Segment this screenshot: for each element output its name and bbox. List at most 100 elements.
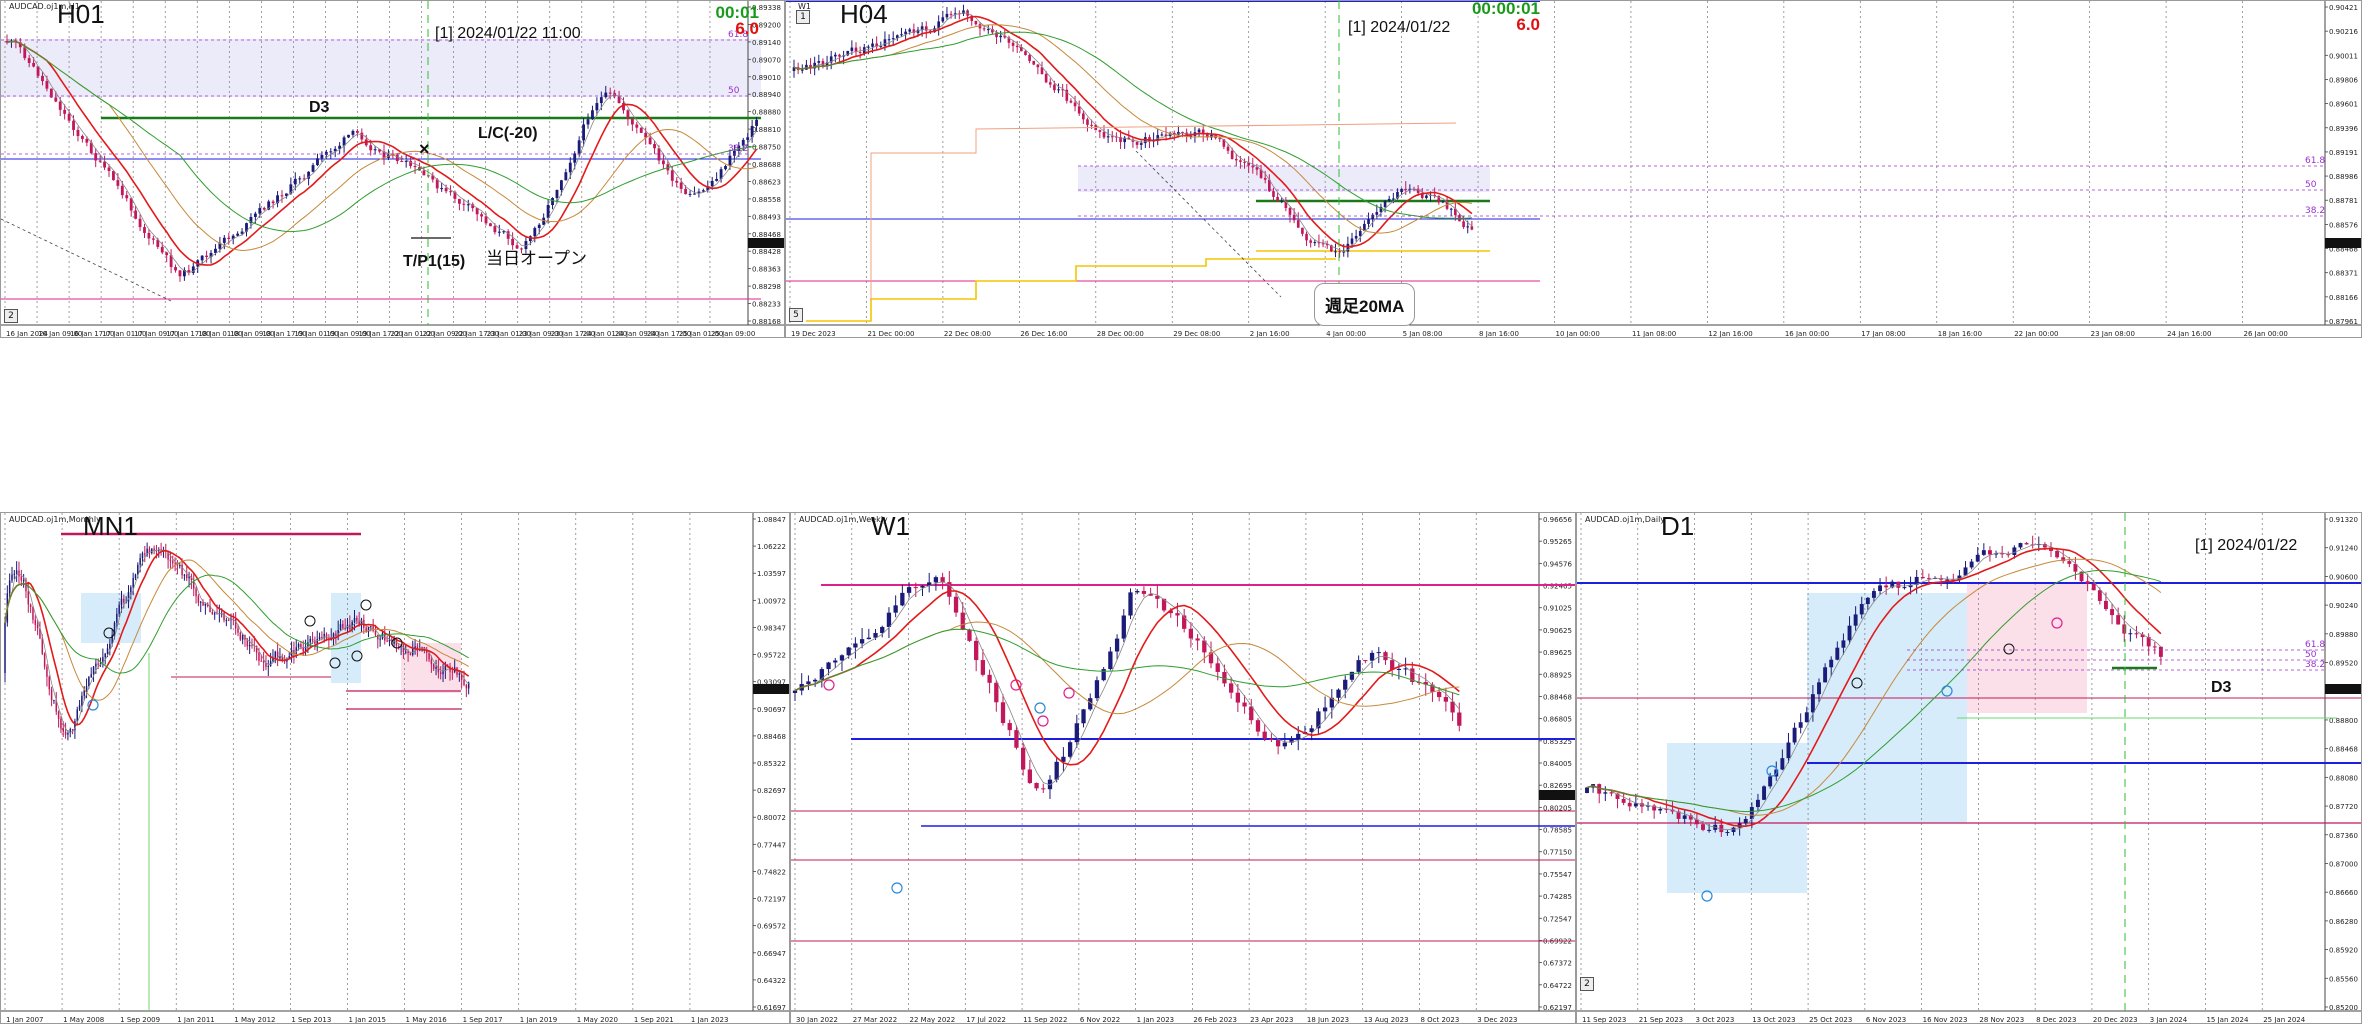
h04-candle-108 xyxy=(1239,160,1242,162)
h01-candle-64 xyxy=(289,184,293,194)
h01-candle-44 xyxy=(200,255,204,261)
h01-open-label: 当日オープン xyxy=(486,249,587,268)
h04-tf-tab-1[interactable]: 1 xyxy=(796,10,810,24)
w1-time-tick-1: 27 Mar 2022 xyxy=(853,1016,897,1024)
d1-plot[interactable]: 11 Sep 2023 21 Sep 2023 3 Oct 2023 13 Oct 2… xyxy=(1577,513,2362,1024)
d1-candle-19 xyxy=(1701,824,1705,830)
mn1-swing-marker-0 xyxy=(103,627,115,639)
mn1-candle-60 xyxy=(144,553,146,555)
d1-candle-54 xyxy=(1914,576,1919,585)
h01-current-price-marker xyxy=(748,238,784,248)
d1-zone-1 xyxy=(1807,593,1967,823)
d1-candle-4 xyxy=(1609,792,1614,794)
h04-candle-51 xyxy=(1003,35,1007,38)
h01-candle-29 xyxy=(134,210,138,219)
w1-time-tick-3: 17 Jul 2022 xyxy=(966,1016,1006,1024)
mn1-plot[interactable]: 1 Jan 2007 1 May 2008 1 Sep 2009 1 Jan 2011… xyxy=(1,513,790,1024)
mn1-candle-199 xyxy=(467,682,470,689)
w1-candle-25 xyxy=(960,612,965,630)
h04-tab-5[interactable]: 5 xyxy=(789,308,803,322)
chart-mn1[interactable]: 1 Jan 2007 1 May 2008 1 Sep 2009 1 Jan 2011… xyxy=(0,512,790,1024)
mn1-candle-58 xyxy=(139,558,141,565)
w1-time-tick-0: 30 Jan 2022 xyxy=(796,1016,838,1024)
chart-h04[interactable]: 19 Dec 2023 21 Dec 00:00 22 Dec 08:00 26 De… xyxy=(785,0,2362,338)
h01-tab-2[interactable]: 2 xyxy=(4,309,18,323)
mn1-candle-41 xyxy=(99,662,102,665)
h01-d3-label: D3 xyxy=(309,99,330,116)
h01-candle-124 xyxy=(555,190,559,199)
h04-candle-103 xyxy=(1218,138,1222,140)
h04-candle-10 xyxy=(834,54,837,57)
w1-candle-87 xyxy=(1376,652,1381,654)
h04-candle-32 xyxy=(924,26,928,31)
mn1-candle-47 xyxy=(113,622,116,635)
h04-candle-84 xyxy=(1139,143,1143,145)
w1-candle-23 xyxy=(947,582,952,597)
h01-candle-166 xyxy=(741,139,745,146)
h01-ma-mid xyxy=(6,40,757,252)
chart-d1[interactable]: 11 Sep 2023 21 Sep 2023 3 Oct 2023 13 Oct 2… xyxy=(1576,512,2362,1024)
h04-candle-127 xyxy=(1317,242,1321,244)
mn1-symbol: AUDCAD.oj1m,Monthly xyxy=(9,515,101,524)
d1-time-tick-1: 21 Sep 2023 xyxy=(1639,1016,1683,1024)
d1-candle-13 xyxy=(1664,808,1669,810)
h04-candle-163 xyxy=(1466,226,1470,228)
h01-candle-51 xyxy=(231,235,235,239)
h01-lc-label: L/C(-20) xyxy=(478,125,538,142)
w1-candle-53 xyxy=(1148,593,1153,596)
h04-weekly-ma-callout: 週足20MA xyxy=(1314,283,1416,326)
h01-time-tick-11: 19 Jan 17:00 xyxy=(358,330,402,338)
d1-swing-marker-1 xyxy=(2003,643,2015,655)
d1-tab-2[interactable]: 2 xyxy=(1580,977,1594,991)
d1-candle-45 xyxy=(1859,604,1864,615)
h01-candle-96 xyxy=(431,175,435,180)
h04-candle-145 xyxy=(1392,198,1395,200)
d1-ma-short xyxy=(1586,543,2162,831)
h04-candle-56 xyxy=(1024,51,1027,56)
mn1-candle-187 xyxy=(439,672,442,675)
h04-candle-152 xyxy=(1420,192,1424,198)
h01-candle-134 xyxy=(599,97,603,104)
h04-candle-147 xyxy=(1400,188,1403,193)
h04-symbol: W1 xyxy=(798,2,811,11)
h04-candle-57 xyxy=(1028,55,1031,61)
mn1-candle-59 xyxy=(141,553,144,559)
h01-candle-155 xyxy=(693,193,696,195)
h04-candle-50 xyxy=(999,35,1002,38)
h01-candle-147 xyxy=(657,148,661,161)
mn1-candle-182 xyxy=(428,652,430,660)
mn1-price-tick-10: 0.82697 xyxy=(757,787,786,795)
h01-candle-53 xyxy=(240,231,244,234)
h04-candle-98 xyxy=(1197,129,1201,133)
h04-plot[interactable]: 19 Dec 2023 21 Dec 00:00 22 Dec 08:00 26 De… xyxy=(786,1,2362,338)
w1-plot[interactable]: 30 Jan 2022 27 Mar 2022 22 May 2022 17 Jul … xyxy=(791,513,1576,1024)
mn1-candle-10 xyxy=(27,591,30,605)
d1-candle-43 xyxy=(1847,625,1852,641)
h04-candle-2 xyxy=(800,69,804,71)
d1-fib-2: 38.2 xyxy=(2305,660,2325,670)
d1-candle-87 xyxy=(2116,615,2121,625)
mn1-candle-51 xyxy=(123,598,125,603)
chart-w1[interactable]: 30 Jan 2022 27 Mar 2022 22 May 2022 17 Jul … xyxy=(790,512,1576,1024)
mn1-candle-12 xyxy=(32,607,34,620)
d1-ma-fast xyxy=(1586,547,2162,828)
mn1-candle-43 xyxy=(104,653,106,658)
h04-time-tick-7: 4 Jan 00:00 xyxy=(1326,330,1366,338)
d1-candle-22 xyxy=(1719,824,1724,833)
h01-candle-132 xyxy=(591,110,594,120)
h04-candle-100 xyxy=(1206,134,1209,138)
mn1-candle-42 xyxy=(102,657,104,663)
h04-price-tick-5: 0.89396 xyxy=(2329,125,2358,133)
h01-candle-104 xyxy=(466,204,470,206)
d1-candle-62 xyxy=(1963,567,1968,576)
h01-candle-103 xyxy=(462,203,466,205)
h01-candle-138 xyxy=(617,95,621,104)
mn1-candle-45 xyxy=(109,643,111,649)
h01-candle-68 xyxy=(307,171,311,179)
chart-h01[interactable]: 16 Jan 2024 16 Jan 09:00 16 Jan 17:00 17 Ja… xyxy=(0,0,785,338)
mn1-candle-145 xyxy=(342,624,344,628)
w1-candle-17 xyxy=(906,587,912,593)
d1-price-tick-0: 0.91320 xyxy=(2329,516,2358,524)
h01-candle-141 xyxy=(630,118,634,125)
